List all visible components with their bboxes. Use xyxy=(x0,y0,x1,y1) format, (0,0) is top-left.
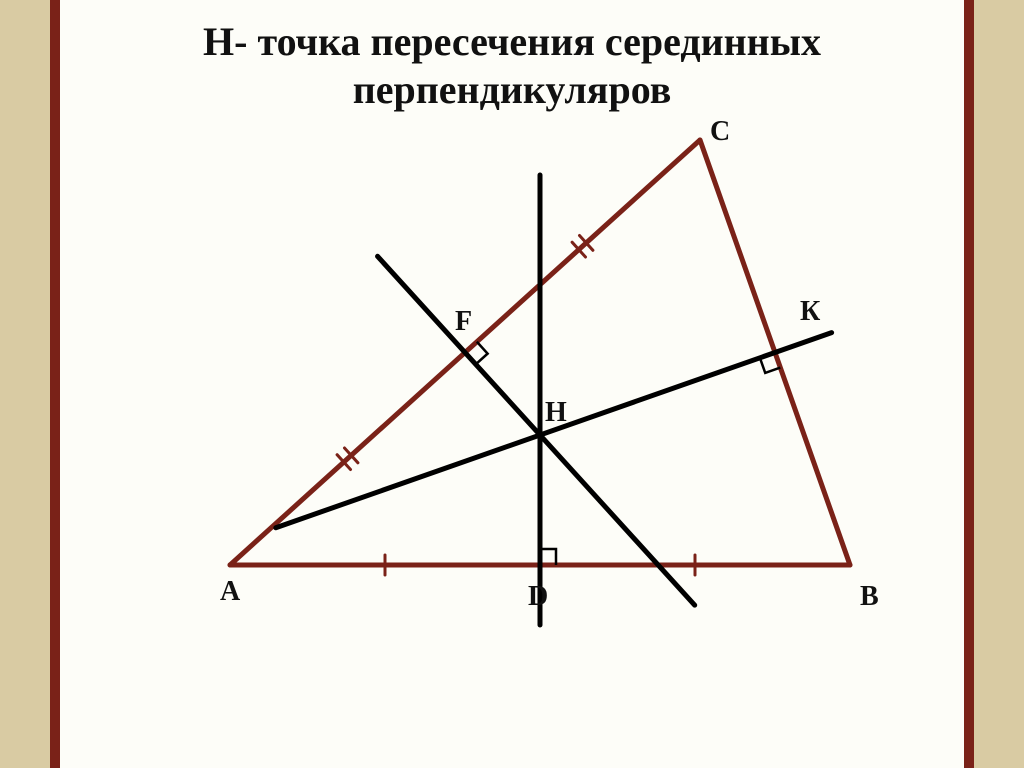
label-K: К xyxy=(800,296,821,327)
page-background: Н- точка пересечения серединных перпенди… xyxy=(0,0,1024,768)
label-A: A xyxy=(220,576,241,607)
label-C: C xyxy=(710,116,730,147)
label-D: D xyxy=(528,581,548,612)
perp-bisector-BC xyxy=(276,333,832,528)
label-B: B xyxy=(860,581,879,612)
perp-bisector-AC xyxy=(378,256,695,605)
label-F: F xyxy=(455,306,472,337)
slide-area: Н- точка пересечения серединных перпенди… xyxy=(50,0,974,768)
geometry-diagram: A B C D F К Н xyxy=(60,0,964,768)
label-H: Н xyxy=(545,397,567,428)
